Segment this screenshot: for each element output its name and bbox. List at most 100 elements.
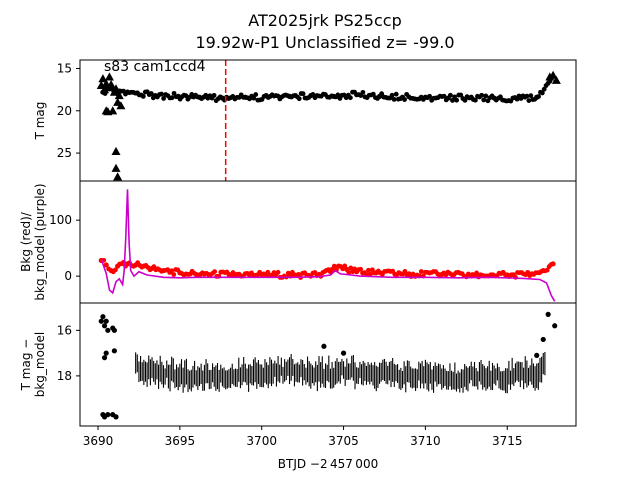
tmag-triangle-point xyxy=(111,163,121,172)
diff-plot-area xyxy=(98,311,558,420)
tmag-point xyxy=(370,91,376,97)
tmag-triangle-point xyxy=(551,75,561,84)
tmag-point xyxy=(524,93,530,99)
tmag-point xyxy=(296,96,302,102)
diff-y-tick-label: 18 xyxy=(57,369,72,383)
diff-point xyxy=(111,348,117,354)
bkg-y-tick-label: 0 xyxy=(64,269,72,283)
diff-point xyxy=(545,311,551,317)
bkg-plot-area xyxy=(98,189,556,302)
tmag-y-tick-label: 20 xyxy=(57,104,72,118)
tmag-panel: 15 20 25 T mag s83 cam1ccd4 xyxy=(33,59,577,182)
tmag-point xyxy=(454,97,460,103)
tmag-point xyxy=(473,97,478,103)
tmag-point xyxy=(536,94,541,99)
tmag-point xyxy=(402,97,407,102)
tmag-point xyxy=(389,92,395,98)
diff-point xyxy=(103,318,109,324)
x-tick-label: 3715 xyxy=(492,434,523,448)
tmag-triangle-point xyxy=(114,91,124,100)
tmag-point xyxy=(479,92,485,98)
bkg-point xyxy=(212,269,218,274)
bkg-y-axis-label: bkg_model (purple) xyxy=(33,183,47,300)
diff-point xyxy=(103,350,109,356)
x-axis: 3690 3695 3700 3705 3710 3715 xyxy=(83,426,523,448)
x-axis-label: BTJD −2 457 000 xyxy=(278,457,378,471)
tmag-point xyxy=(441,93,447,99)
tmag-triangle-point xyxy=(113,172,123,181)
tmag-point xyxy=(335,92,341,98)
diff-point xyxy=(105,412,111,418)
tmag-point xyxy=(183,93,189,99)
tmag-point xyxy=(161,96,167,101)
tmag-triangle-point xyxy=(104,72,114,81)
tmag-point xyxy=(391,96,397,102)
chart-title-line-2: 19.92w-P1 Unclassified z= -99.0 xyxy=(195,33,454,52)
diff-point xyxy=(105,327,111,333)
diff-point xyxy=(100,314,106,320)
tmag-point xyxy=(528,93,534,99)
bkg-point xyxy=(366,267,371,273)
diff-point xyxy=(113,414,119,420)
diff-frame xyxy=(79,302,577,427)
chart-title-line-1: AT2025jrk PS25ccp xyxy=(248,11,401,30)
tmag-y-axis-label: T mag xyxy=(33,102,47,141)
tmag-point xyxy=(159,91,164,97)
tmag-point xyxy=(393,91,399,97)
tmag-plot-area xyxy=(96,70,561,181)
bkg-point xyxy=(171,272,177,277)
bkg-frame xyxy=(79,180,577,304)
tmag-point xyxy=(450,98,455,103)
tmag-point xyxy=(169,95,175,101)
diff-point xyxy=(552,323,558,329)
tmag-point xyxy=(347,95,353,101)
tmag-point xyxy=(140,93,146,99)
diff-point xyxy=(101,355,108,361)
tmag-triangle-point xyxy=(548,70,558,79)
tmag-point xyxy=(448,92,453,98)
diff-point xyxy=(111,327,117,333)
tmag-point xyxy=(148,91,154,96)
bkg-point xyxy=(544,267,550,273)
x-tick-label: 3710 xyxy=(410,434,441,448)
tmag-point xyxy=(300,91,306,97)
tmag-point xyxy=(539,90,545,96)
tmag-triangle-point xyxy=(108,106,118,115)
diff-y-axis-label: bkg_model xyxy=(33,332,47,398)
tmag-triangle-point xyxy=(116,101,126,110)
bkg-point xyxy=(348,265,354,271)
diff-point xyxy=(101,323,108,329)
tmag-point xyxy=(526,98,532,104)
tmag-y-tick-label: 15 xyxy=(57,61,72,75)
x-tick-label: 3700 xyxy=(246,434,277,448)
bkg-y-tick-label: 100 xyxy=(49,213,72,227)
diff-y-tick-label: 16 xyxy=(57,323,72,337)
bkg-y-axis-label: Bkg (red)/ xyxy=(19,211,33,272)
diff-point xyxy=(540,336,546,343)
bkg-point xyxy=(474,270,479,276)
tmag-point xyxy=(211,92,217,98)
tmag-point xyxy=(251,95,257,101)
diff-point xyxy=(98,318,104,324)
bkg-point xyxy=(358,266,363,272)
diff-point xyxy=(321,343,327,349)
diff-point xyxy=(340,350,347,356)
bkg-point xyxy=(275,269,281,275)
tmag-triangle-point xyxy=(106,80,116,89)
bkg-point xyxy=(550,261,556,267)
difference-panel: 16 18 T mag − bkg_model xyxy=(19,302,577,427)
bkg-point xyxy=(113,267,118,273)
tmag-point xyxy=(481,97,487,103)
tmag-y-tick-label: 25 xyxy=(57,146,72,160)
x-tick-label: 3690 xyxy=(83,434,114,448)
bkg-series-1-line xyxy=(100,189,556,302)
bkg-point xyxy=(103,262,109,268)
tmag-point xyxy=(483,93,489,99)
diff-point xyxy=(534,352,540,358)
bkg-point xyxy=(418,269,424,274)
diff-y-axis-label: T mag − xyxy=(19,339,33,392)
tmag-triangle-point xyxy=(111,84,121,93)
bkg-point xyxy=(331,263,337,269)
bkg-point xyxy=(346,270,352,275)
